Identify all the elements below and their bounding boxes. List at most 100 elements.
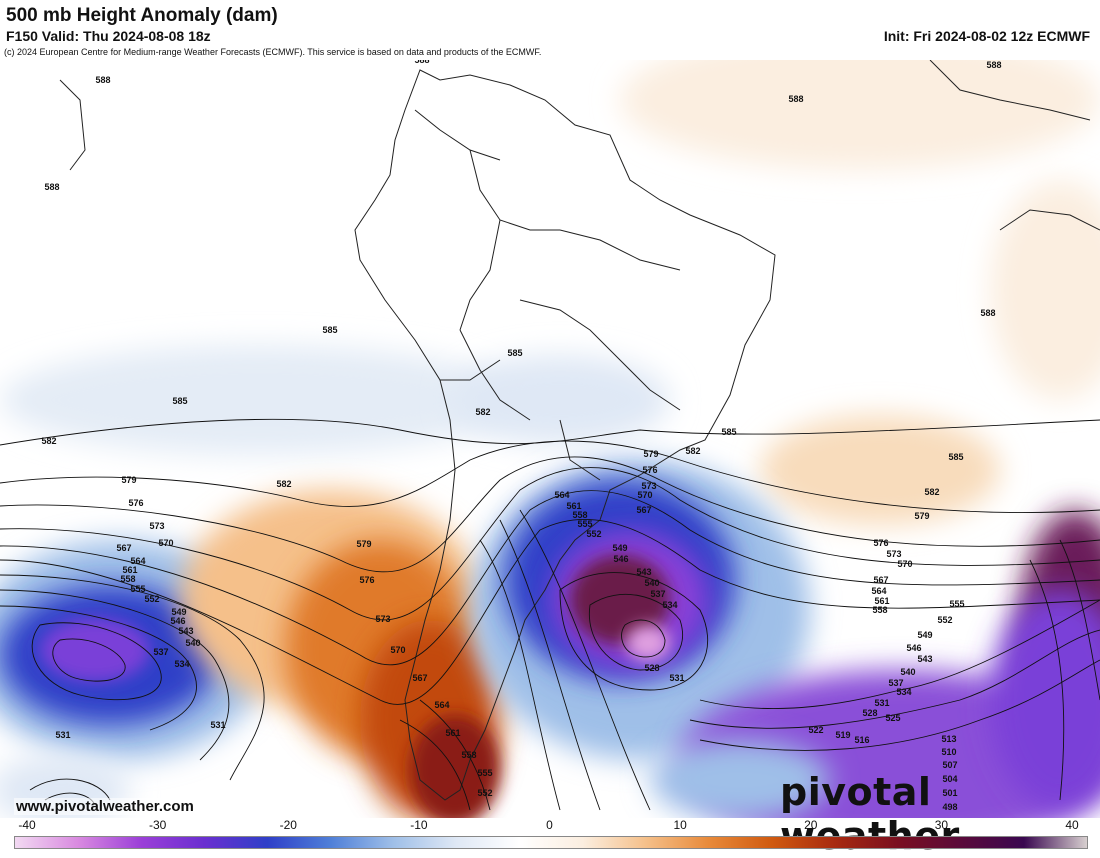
contour-label: 588 [980, 308, 995, 318]
contour-label: 561 [445, 728, 460, 738]
colorbar [14, 836, 1088, 849]
contour-label: 567 [116, 543, 131, 553]
contour-label: 543 [178, 626, 193, 636]
contour-label: 552 [477, 788, 492, 798]
contour-label: 546 [613, 554, 628, 564]
contour-label: 534 [662, 600, 677, 610]
contour-label: 582 [475, 407, 490, 417]
contour-label: 573 [886, 549, 901, 559]
contour-label: 528 [644, 663, 659, 673]
contour-label: 579 [914, 511, 929, 521]
contour-label: 555 [477, 768, 492, 778]
contour-label: 585 [721, 427, 736, 437]
contour-label: 588 [44, 182, 59, 192]
contour-label: 570 [637, 490, 652, 500]
contour-label: 537 [650, 589, 665, 599]
contour-label: 498 [942, 802, 957, 812]
contour-label: 573 [641, 481, 656, 491]
anomaly-shading [0, 60, 1100, 818]
contour-label: 510 [941, 747, 956, 757]
data-credit: (c) 2024 European Centre for Medium-rang… [4, 47, 542, 57]
contour-label: 588 [788, 94, 803, 104]
contour-label: 588 [95, 75, 110, 85]
contour-label: 540 [644, 578, 659, 588]
contour-label: 525 [885, 713, 900, 723]
contour-label: 570 [158, 538, 173, 548]
contour-label: 576 [873, 538, 888, 548]
contour-label: 531 [669, 673, 684, 683]
height-anomaly-map[interactable]: 588 588 588 588 588 588 585 585 585 585 585 582 582 5… [0, 60, 1100, 818]
contour-label: 531 [874, 698, 889, 708]
contour-label: 582 [41, 436, 56, 446]
contour-label: 501 [942, 788, 957, 798]
colorbar-tick: -10 [410, 818, 428, 832]
contour-label: 540 [185, 638, 200, 648]
contour-label: 561 [874, 596, 889, 606]
contour-label: 588 [414, 60, 429, 65]
contour-label: 555 [949, 599, 964, 609]
contour-label: 552 [937, 615, 952, 625]
contour-label: 567 [636, 505, 651, 515]
contour-label: 564 [554, 490, 569, 500]
contour-label: 576 [642, 465, 657, 475]
contour-label: 522 [808, 725, 823, 735]
contour-label: 579 [121, 475, 136, 485]
contour-label: 582 [924, 487, 939, 497]
contour-label: 549 [171, 607, 186, 617]
contour-label: 555 [577, 519, 592, 529]
contour-label: 579 [356, 539, 371, 549]
contour-label: 588 [986, 60, 1001, 70]
contour-label: 573 [149, 521, 164, 531]
contour-label: 555 [130, 584, 145, 594]
contour-label: 564 [434, 700, 449, 710]
contour-label: 558 [461, 750, 476, 760]
contour-label: 558 [872, 605, 887, 615]
contour-label: 576 [359, 575, 374, 585]
contour-label: 585 [948, 452, 963, 462]
contour-label: 561 [566, 501, 581, 511]
contour-label: 543 [636, 567, 651, 577]
contour-label: 585 [322, 325, 337, 335]
contour-label: 549 [612, 543, 627, 553]
height-contours [0, 418, 1100, 811]
contour-label: 567 [412, 673, 427, 683]
contour-label: 558 [572, 510, 587, 520]
contour-label: 582 [685, 446, 700, 456]
contour-label: 558 [120, 574, 135, 584]
contour-label: 534 [174, 659, 189, 669]
colorbar-tick: 30 [934, 818, 949, 832]
contour-label: 576 [128, 498, 143, 508]
contour-label: 570 [390, 645, 405, 655]
contour-label: 543 [917, 654, 932, 664]
contour-label: 582 [276, 479, 291, 489]
contour-label: 540 [900, 667, 915, 677]
contour-label: 564 [871, 586, 886, 596]
website-watermark: www.pivotalweather.com [14, 798, 196, 815]
contour-label: 579 [643, 449, 658, 459]
contour-label: 546 [170, 616, 185, 626]
contour-label: 546 [906, 643, 921, 653]
init-time: Init: Fri 2024-08-02 12z ECMWF [883, 28, 1090, 44]
map-title: 500 mb Height Anomaly (dam) [6, 5, 278, 26]
contour-label: 507 [942, 760, 957, 770]
contour-label: 537 [153, 647, 168, 657]
colorbar-tick: -40 [18, 818, 36, 832]
contour-label: 549 [917, 630, 932, 640]
contour-label: 552 [586, 529, 601, 539]
colorbar-tick: 10 [673, 818, 687, 832]
contour-label: 504 [942, 774, 957, 784]
colorbar-tick-labels: -40 -30 -20 -10 0 10 20 30 40 [0, 818, 1100, 836]
colorbar-tick: -30 [148, 818, 167, 832]
colorbar-tick: -20 [279, 818, 297, 832]
contour-label: 552 [144, 594, 159, 604]
contour-label: 561 [122, 565, 137, 575]
contour-label: 528 [862, 708, 877, 718]
contour-label: 570 [897, 559, 912, 569]
contour-label: 573 [375, 614, 390, 624]
colorbar-tick: 0 [546, 818, 553, 832]
contour-label: 513 [941, 734, 956, 744]
contour-label: 564 [130, 556, 145, 566]
contour-label: 531 [55, 730, 70, 740]
contour-label: 519 [835, 730, 850, 740]
colorbar-tick: 20 [804, 818, 818, 832]
